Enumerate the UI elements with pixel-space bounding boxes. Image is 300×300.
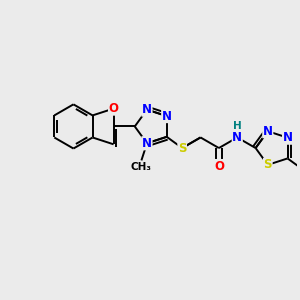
Text: N: N [142, 137, 152, 150]
Text: N: N [263, 125, 273, 138]
Text: S: S [264, 158, 272, 171]
Text: CH₃: CH₃ [131, 162, 152, 172]
Text: O: O [109, 102, 118, 115]
Text: N: N [142, 103, 152, 116]
Text: S: S [178, 142, 186, 154]
Text: N: N [232, 131, 242, 144]
Text: N: N [283, 131, 292, 144]
Text: O: O [214, 160, 224, 172]
Text: H: H [233, 121, 242, 131]
Text: N: N [162, 110, 172, 123]
